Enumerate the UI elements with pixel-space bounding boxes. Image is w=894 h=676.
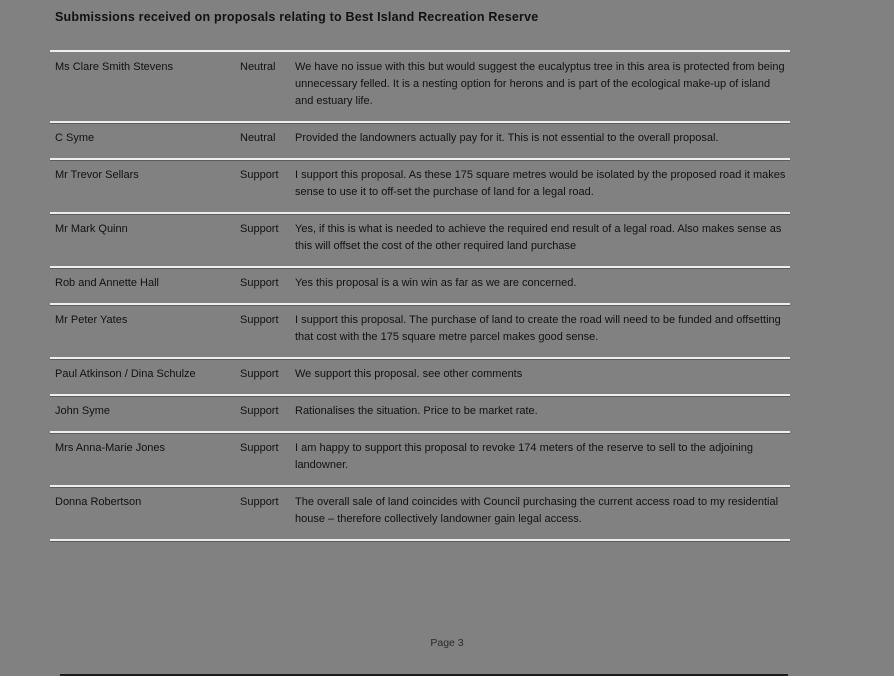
submission-stance: Support — [240, 314, 279, 326]
submission-comment: We support this proposal. see other comm… — [295, 368, 523, 380]
submission-stance: Neutral — [240, 61, 276, 73]
submission-stance: Support — [240, 442, 279, 454]
submission-stance: Neutral — [240, 132, 276, 144]
submission-comment: The overall sale of land coincides with … — [295, 496, 779, 525]
submitter-name: John Syme — [55, 405, 111, 417]
submission-comment: I support this proposal. As these 175 sq… — [295, 169, 786, 198]
table-row: Mr Peter Yates Support I support this pr… — [50, 305, 790, 359]
page-title: Submissions received on proposals relati… — [55, 10, 539, 24]
table-row: Ms Clare Smith Stevens Neutral We have n… — [50, 52, 790, 123]
submitter-name: Rob and Annette Hall — [55, 277, 159, 289]
submission-comment: Yes, if this is what is needed to achiev… — [295, 223, 782, 252]
submitter-name: Mr Peter Yates — [55, 314, 128, 326]
table-row: Mr Trevor Sellars Support I support this… — [50, 160, 790, 214]
submission-stance: Support — [240, 368, 279, 380]
table-row: Mr Mark Quinn Support Yes, if this is wh… — [50, 214, 790, 268]
submission-stance: Support — [240, 223, 279, 235]
table-row: C Syme Neutral Provided the landowners a… — [50, 123, 790, 160]
page-number: Page 3 — [430, 637, 464, 649]
submitter-name: Mr Trevor Sellars — [55, 169, 139, 181]
submitter-name: Paul Atkinson / Dina Schulze — [55, 368, 196, 380]
table-row: John Syme Support Rationalises the situa… — [50, 396, 790, 433]
submission-stance: Support — [240, 277, 279, 289]
page-bottom-edge — [60, 674, 788, 676]
table-row: Donna Robertson Support The overall sale… — [50, 487, 790, 541]
submitter-name: Donna Robertson — [55, 496, 142, 508]
submission-comment: I am happy to support this proposal to r… — [295, 442, 753, 471]
table-row: Mrs Anna-Marie Jones Support I am happy … — [50, 433, 790, 487]
submission-stance: Support — [240, 496, 279, 508]
submission-stance: Support — [240, 169, 279, 181]
submitter-name: Ms Clare Smith Stevens — [55, 61, 173, 73]
submitter-name: C Syme — [55, 132, 95, 144]
submitter-name: Mr Mark Quinn — [55, 223, 128, 235]
table-row: Paul Atkinson / Dina Schulze Support We … — [50, 359, 790, 396]
submission-comment: Rationalises the situation. Price to be … — [295, 405, 538, 417]
submission-stance: Support — [240, 405, 279, 417]
table-row: Rob and Annette Hall Support Yes this pr… — [50, 268, 790, 305]
submission-comment: I support this proposal. The purchase of… — [295, 314, 781, 343]
submissions-table: Ms Clare Smith Stevens Neutral We have n… — [50, 50, 790, 541]
submission-comment: Yes this proposal is a win win as far as… — [295, 277, 577, 289]
submission-comment: We have no issue with this but would sug… — [295, 61, 785, 107]
submitter-name: Mrs Anna-Marie Jones — [55, 442, 166, 454]
submission-comment: Provided the landowners actually pay for… — [295, 132, 719, 144]
